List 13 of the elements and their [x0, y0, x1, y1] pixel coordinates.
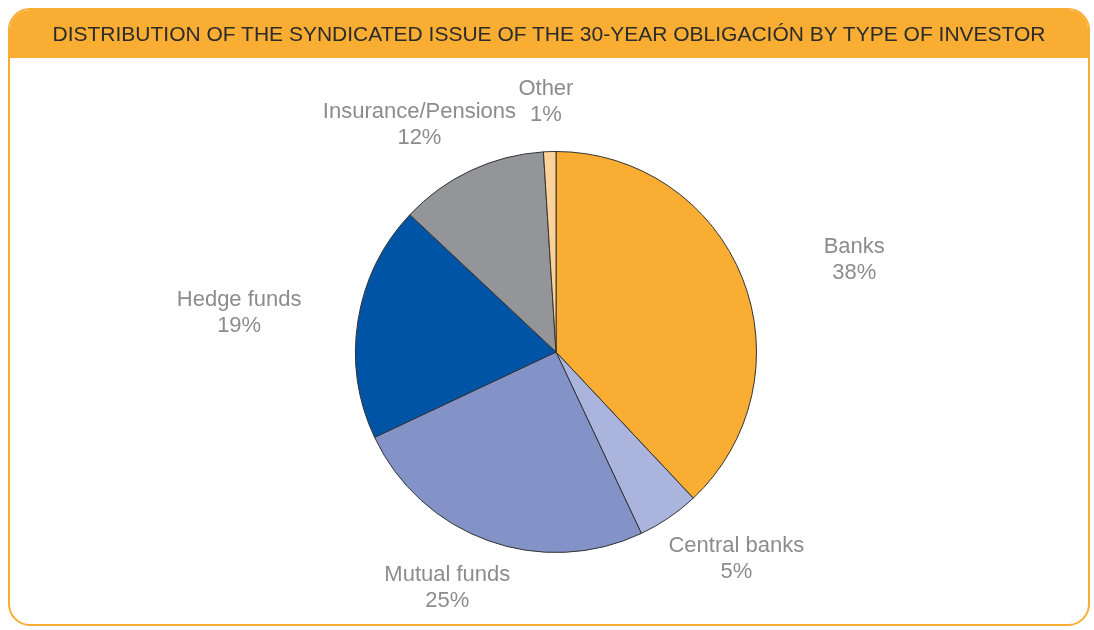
slice-label: Mutual funds: [384, 560, 511, 586]
chart-title: DISTRIBUTION OF THE SYNDICATED ISSUE OF THE 30-YEAR OBLIGACIÓN BY TYPE OF INVESTOR: [10, 10, 1088, 58]
slice-label: Other: [518, 74, 574, 100]
data-label: 25%: [425, 586, 470, 612]
slice-label: Banks: [823, 232, 885, 258]
slice-label: Central banks: [668, 532, 805, 558]
data-label: 19%: [217, 311, 262, 337]
slice-label: Hedge funds: [176, 285, 302, 311]
slice-label: Insurance/Pensions: [322, 98, 517, 124]
data-label: 5%: [720, 558, 753, 584]
data-label: 12%: [397, 124, 442, 150]
data-label: 1%: [530, 100, 562, 126]
data-label: 38%: [832, 258, 877, 284]
